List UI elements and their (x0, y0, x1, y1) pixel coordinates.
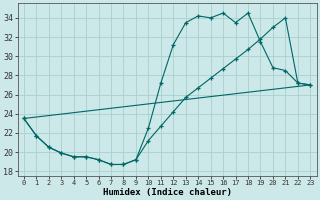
X-axis label: Humidex (Indice chaleur): Humidex (Indice chaleur) (103, 188, 232, 197)
